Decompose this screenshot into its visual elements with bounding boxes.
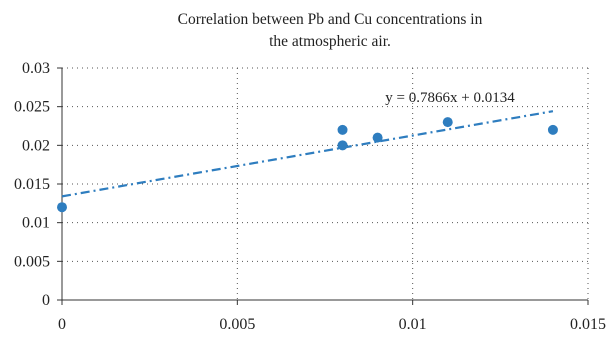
y-tick-label: 0.015 xyxy=(14,176,50,193)
y-axis-tick-labels: 0 0.005 0.01 0.015 0.02 0.025 0.03 xyxy=(14,60,50,309)
x-tick-label: 0 xyxy=(58,316,66,333)
x-tick-label: 0.015 xyxy=(570,316,606,333)
data-point xyxy=(57,202,67,213)
axes xyxy=(57,67,589,305)
chart-title: Correlation between Pb and Cu concentrat… xyxy=(178,11,483,50)
y-tick-label: 0.02 xyxy=(22,137,50,154)
data-point xyxy=(372,132,383,143)
y-tick-label: 0.005 xyxy=(14,253,50,270)
grid-lines xyxy=(62,67,589,300)
x-tick-label: 0.01 xyxy=(399,316,427,333)
data-point xyxy=(337,140,348,151)
y-tick-label: 0.025 xyxy=(14,99,50,116)
data-point xyxy=(547,124,558,135)
trendline-group xyxy=(61,110,554,198)
y-tick-label: 0.03 xyxy=(22,60,50,77)
data-points xyxy=(57,117,558,213)
y-tick-label: 0.01 xyxy=(22,215,50,232)
chart-title-line-2: the atmospheric air. xyxy=(269,33,391,50)
x-axis-tick-labels: 0 0.005 0.01 0.015 xyxy=(58,316,606,333)
trendline xyxy=(61,110,554,198)
y-tick-label: 0 xyxy=(42,292,50,309)
data-point xyxy=(337,124,348,135)
trendline-equation-label: y = 0.7866x + 0.0134 xyxy=(385,90,515,106)
chart-title-line-1: Correlation between Pb and Cu concentrat… xyxy=(178,11,483,28)
data-point xyxy=(442,117,453,128)
x-tick-label: 0.005 xyxy=(219,316,255,333)
